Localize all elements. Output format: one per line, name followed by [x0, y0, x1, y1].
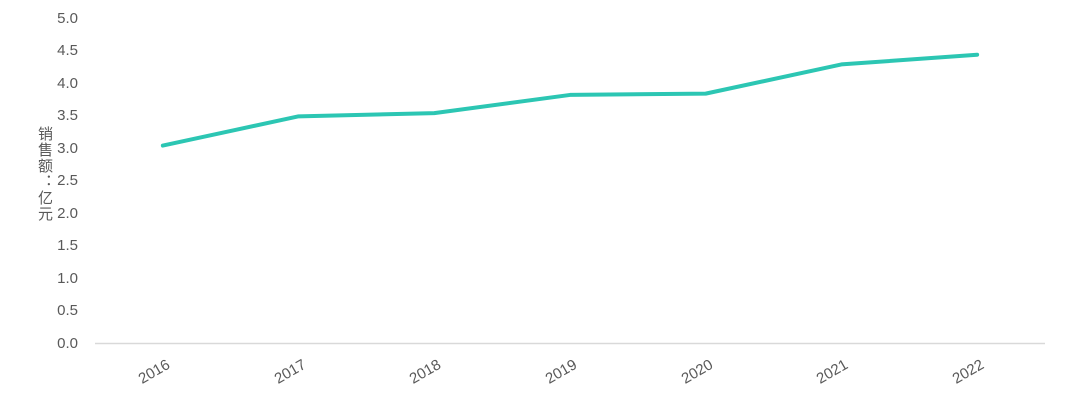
y-axis-title: 销售额：亿元: [36, 126, 53, 222]
y-tick-label: 0.5: [57, 302, 78, 320]
y-tick-label: 3.0: [57, 139, 78, 157]
y-tick-label: 5.0: [57, 10, 78, 27]
y-tick-label: 0.0: [57, 334, 78, 352]
y-tick-label: 1.5: [57, 237, 78, 255]
sales-series-line: [160, 52, 980, 148]
y-tick-label: 4.0: [57, 74, 78, 92]
y-tick-label: 3.5: [57, 107, 78, 125]
y-tick-label: 2.0: [57, 204, 78, 222]
y-tick-label: 1.0: [57, 269, 78, 287]
y-tick-label: 4.5: [57, 42, 78, 60]
y-tick-label: 2.5: [57, 172, 78, 190]
